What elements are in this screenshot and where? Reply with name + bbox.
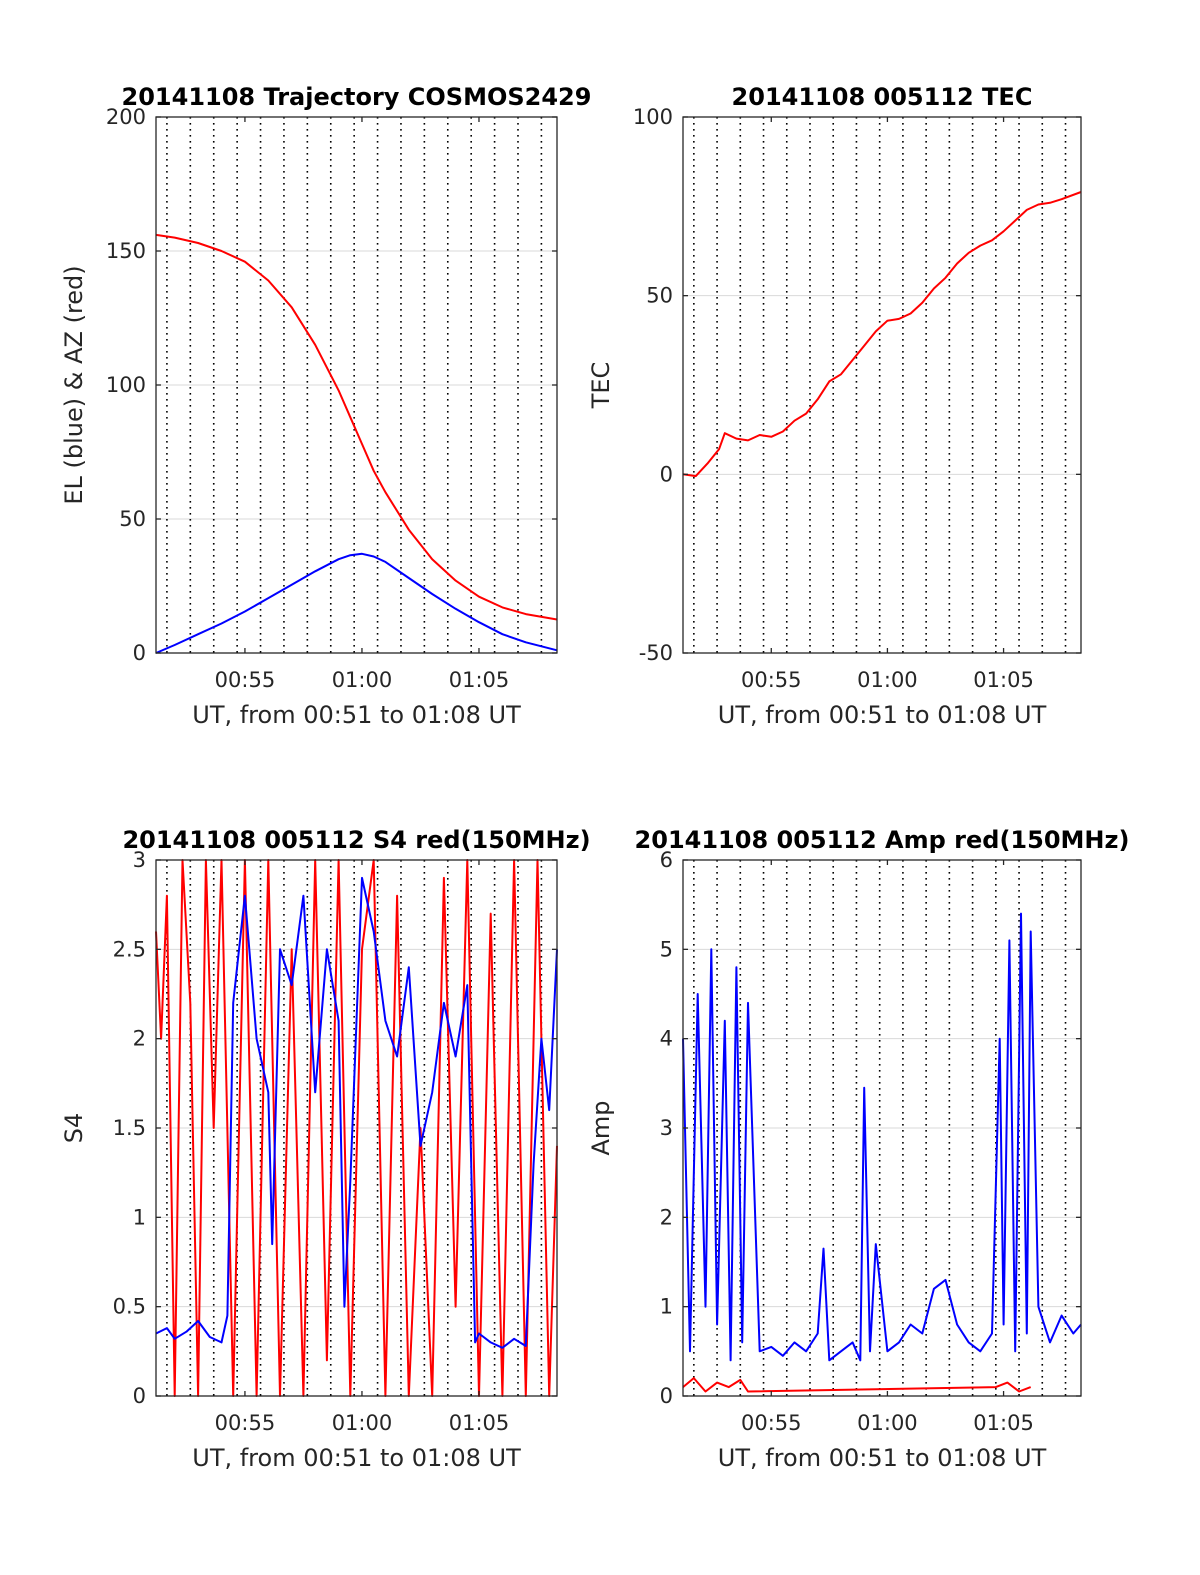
chart-panel-1: 0 50 100 150 200 00:55 01:00 01:05 20141108 Traj…: [60, 83, 591, 729]
y-tick-label: 3: [660, 1116, 673, 1140]
x-tick-label: 01:00: [857, 668, 918, 692]
series-line-1: [682, 191, 1082, 478]
x-tick-label: 01:00: [332, 668, 393, 692]
y-tick-label: 150: [106, 239, 146, 263]
plot-area: [683, 117, 1081, 653]
x-axis-label: UT, from 00:51 to 01:08 UT: [192, 1444, 521, 1472]
axes-box: [682, 116, 1082, 654]
x-tick-label: 00:55: [215, 668, 276, 692]
y-tick-label: 3: [133, 848, 146, 872]
y-tick-label: 0: [133, 641, 146, 665]
y-axis-label: EL (blue) & AZ (red): [60, 265, 88, 504]
y-axis-label: TEC: [587, 362, 615, 410]
series-line-1: [155, 233, 558, 621]
y-tick-label: 1.5: [113, 1116, 146, 1140]
y-tick-label: 6: [660, 848, 673, 872]
x-tick-label: 00:55: [741, 1411, 802, 1435]
chart-panel-4: 0 1 2 3 4 5 6 00:55 01:00 01:05 20141108 005112 Am…: [587, 826, 1129, 1472]
y-tick-label: 0.5: [113, 1295, 146, 1319]
chart-title: 20141108 Trajectory COSMOS2429: [122, 83, 592, 111]
series-line-2: [682, 912, 1082, 1362]
y-tick-label: 0: [660, 462, 673, 486]
y-tick-label: 2: [660, 1205, 673, 1229]
x-tick-label: 01:05: [449, 1411, 510, 1435]
y-tick-label: 1: [660, 1295, 673, 1319]
x-tick-label: 01:05: [973, 1411, 1034, 1435]
y-tick-label: 2: [133, 1027, 146, 1051]
x-axis-label: UT, from 00:51 to 01:08 UT: [718, 1444, 1047, 1472]
x-tick-label: 01:05: [449, 668, 510, 692]
x-axis-label: UT, from 00:51 to 01:08 UT: [718, 701, 1047, 729]
chart-title: 20141108 005112 S4 red(150MHz): [122, 826, 590, 854]
x-tick-label: 01:00: [857, 1411, 918, 1435]
y-tick-label: 4: [660, 1027, 673, 1051]
y-tick-label: 100: [106, 373, 146, 397]
y-tick-label: 200: [106, 105, 146, 129]
x-axis-label: UT, from 00:51 to 01:08 UT: [192, 701, 521, 729]
chart-title: 20141108 005112 Amp red(150MHz): [635, 826, 1130, 854]
chart-panel-2: -50 0 50 100 00:55 01:00 01:05 20141108 005112 …: [587, 83, 1082, 729]
x-tick-label: 01:05: [973, 668, 1034, 692]
series-line-2: [155, 876, 558, 1349]
y-tick-label: 100: [633, 105, 673, 129]
x-tick-label: 00:55: [741, 668, 802, 692]
y-tick-label: 0: [133, 1384, 146, 1408]
y-axis-label: Amp: [587, 1100, 615, 1155]
chart-panel-3: 0 0.5 1 1.5 2 2.5 3 00:55 01:00 01:05 20141108 005…: [60, 826, 591, 1472]
series-line-2: [155, 552, 558, 654]
series-line-1: [682, 1377, 1032, 1393]
y-tick-label: 1: [133, 1205, 146, 1229]
x-tick-label: 00:55: [215, 1411, 276, 1435]
y-tick-label: 50: [646, 284, 673, 308]
y-tick-label: -50: [639, 641, 673, 665]
y-tick-label: 5: [660, 937, 673, 961]
y-tick-label: 0: [660, 1384, 673, 1408]
y-tick-label: 50: [119, 507, 146, 531]
y-axis-label: S4: [60, 1113, 88, 1144]
y-tick-label: 2.5: [113, 937, 146, 961]
x-tick-label: 01:00: [332, 1411, 393, 1435]
chart-title: 20141108 005112 TEC: [732, 83, 1033, 111]
